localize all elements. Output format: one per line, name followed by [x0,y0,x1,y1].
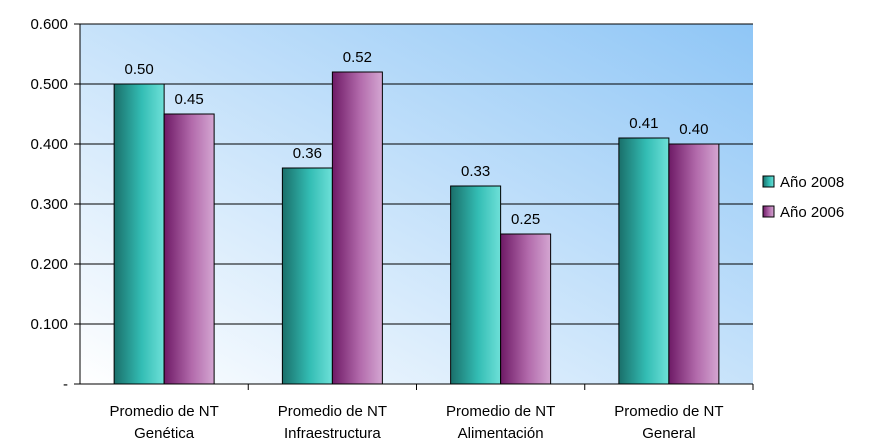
data-label: 0.41 [629,115,658,132]
x-category-label: Infraestructura [284,425,381,442]
data-labels: 0.50 0.45 0.36 0.52 0.33 0.25 0.41 0.40 [125,49,709,228]
data-label: 0.25 [511,211,540,228]
x-category-label: Alimentación [458,425,544,442]
bar-ano-2006 [163,113,215,385]
x-category-label: Promedio de NT [446,403,555,420]
x-category-label: Promedio de NT [110,403,219,420]
x-category-label: Promedio de NT [278,403,387,420]
legend-swatch [762,175,775,188]
y-tick-label: 0.600 [30,16,68,33]
legend-label: Año 2006 [780,204,844,221]
x-category-labels: Promedio de NT Genética Promedio de NT Infr… [110,403,724,442]
data-label: 0.50 [125,61,154,78]
data-label: 0.33 [461,163,490,180]
bar-ano-2006 [500,233,552,385]
y-tick-label: 0.500 [30,76,68,93]
data-label: 0.40 [679,121,708,138]
bar-ano-2008 [450,185,502,385]
data-label: 0.45 [175,91,204,108]
bars [113,71,720,385]
x-category-label: Genética [134,425,195,442]
legend-swatch [762,205,775,218]
y-tick-labels: - 0.100 0.200 0.300 0.400 0.500 0.600 [30,16,68,393]
y-tick-label: 0.400 [30,136,68,153]
data-label: 0.52 [343,49,372,66]
y-tick-label: 0.100 [30,316,68,333]
bar-ano-2008 [618,137,670,385]
legend-label: Año 2008 [780,174,844,191]
bar-ano-2006 [668,143,720,385]
y-tick-label: - [63,376,68,393]
bar-ano-2008 [281,167,333,385]
x-category-label: General [642,425,695,442]
legend: Año 2008 Año 2006 [762,174,844,221]
data-label: 0.36 [293,145,322,162]
bar-ano-2006 [331,71,383,385]
bar-ano-2008 [113,83,165,385]
x-category-label: Promedio de NT [614,403,723,420]
axes [74,23,754,390]
y-tick-label: 0.200 [30,256,68,273]
y-tick-label: 0.300 [30,196,68,213]
